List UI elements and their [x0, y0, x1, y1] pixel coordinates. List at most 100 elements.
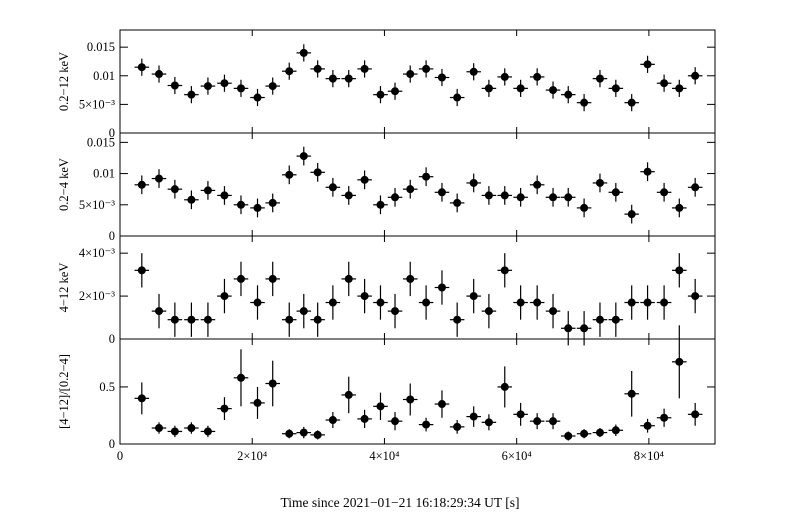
data-point — [643, 421, 652, 430]
data-point — [344, 191, 353, 200]
data-point — [376, 298, 385, 307]
data-point — [595, 428, 604, 437]
data-point — [422, 298, 431, 307]
y-tick-label: 0.5 — [99, 380, 115, 394]
panel-frame — [119, 235, 716, 340]
data-point — [643, 167, 652, 176]
data-point — [484, 84, 493, 93]
data-point — [611, 315, 620, 324]
data-point — [268, 198, 277, 207]
data-point — [500, 72, 509, 81]
data-point — [406, 70, 415, 79]
data-point — [268, 274, 277, 283]
x-tick-label: 4×10⁴ — [369, 449, 399, 463]
y-tick-label: 0.015 — [87, 40, 115, 54]
data-point — [299, 48, 308, 57]
data-point — [453, 422, 462, 431]
data-point — [268, 82, 277, 91]
data-point — [549, 86, 558, 95]
data-point — [344, 390, 353, 399]
y-tick-label: 0 — [109, 126, 115, 140]
data-point — [376, 402, 385, 411]
data-point — [564, 432, 573, 441]
data-point — [360, 175, 369, 184]
data-point — [422, 172, 431, 181]
data-point — [137, 63, 146, 72]
data-point — [469, 178, 478, 187]
data-point — [484, 418, 493, 427]
data-point — [643, 298, 652, 307]
data-point — [328, 183, 337, 192]
y-tick-label: 0 — [109, 437, 115, 451]
data-point — [299, 307, 308, 316]
data-point — [170, 185, 179, 194]
data-point — [595, 178, 604, 187]
data-point — [533, 417, 542, 426]
data-point — [187, 195, 196, 204]
panel-y-label: 0.2−12 keV — [57, 52, 71, 111]
data-point — [220, 404, 229, 413]
x-tick-label: 6×10⁴ — [502, 449, 532, 463]
data-point — [253, 93, 262, 102]
y-tick-label: 0 — [109, 229, 115, 243]
data-point — [344, 74, 353, 83]
data-point — [533, 180, 542, 189]
data-point — [500, 266, 509, 275]
data-point — [406, 395, 415, 404]
data-point — [391, 417, 400, 426]
data-point — [627, 389, 636, 398]
data-point — [137, 394, 146, 403]
data-point — [675, 266, 684, 275]
data-point — [285, 170, 294, 179]
data-point — [516, 193, 525, 202]
data-point — [360, 64, 369, 73]
data-point — [376, 90, 385, 99]
data-point — [220, 191, 229, 200]
data-point — [313, 64, 322, 73]
data-point — [285, 315, 294, 324]
data-point — [203, 315, 212, 324]
data-point — [406, 185, 415, 194]
data-point — [691, 292, 700, 301]
data-point — [516, 410, 525, 419]
data-point — [691, 410, 700, 419]
data-point — [406, 274, 415, 283]
panel-2: 0 5×10⁻³ 0.01 0.015 0.2−4 keV — [57, 132, 716, 243]
panel-frame — [119, 338, 716, 445]
data-point — [469, 292, 478, 301]
data-point — [660, 413, 669, 422]
y-tick-label: 0 — [109, 332, 115, 346]
panel-1: 0 5×10⁻³ 0.01 0.015 0.2−12 keV — [57, 29, 716, 140]
data-point — [220, 79, 229, 88]
data-point — [549, 307, 558, 316]
data-point — [580, 98, 589, 107]
data-point — [611, 188, 620, 197]
data-point — [484, 307, 493, 316]
data-point — [437, 400, 446, 409]
data-point — [137, 266, 146, 275]
x-axis-title: Time since 2021−01−21 16:18:29:34 UT [s] — [280, 495, 519, 510]
data-point — [516, 298, 525, 307]
data-point — [360, 292, 369, 301]
data-point — [253, 398, 262, 407]
data-point — [437, 283, 446, 292]
panel-3: 0 2×10⁻³ 4×10⁻³ 4−12 keV — [57, 235, 716, 346]
data-point — [422, 420, 431, 429]
x-axis-tick-labels: 0 2×10⁴ 4×10⁴ 6×10⁴ 8×10⁴ — [117, 449, 664, 463]
data-point — [437, 188, 446, 197]
data-point — [453, 198, 462, 207]
data-point — [376, 200, 385, 209]
data-point — [220, 292, 229, 301]
data-point — [285, 429, 294, 438]
data-point — [203, 82, 212, 91]
data-point — [391, 193, 400, 202]
y-tick-label: 5×10⁻³ — [79, 97, 115, 111]
panel-y-label: 0.2−4 keV — [57, 158, 71, 211]
data-point — [344, 274, 353, 283]
data-point — [627, 210, 636, 219]
data-point — [691, 183, 700, 192]
data-point — [360, 414, 369, 423]
data-point — [170, 315, 179, 324]
data-point — [313, 315, 322, 324]
data-point — [611, 84, 620, 93]
